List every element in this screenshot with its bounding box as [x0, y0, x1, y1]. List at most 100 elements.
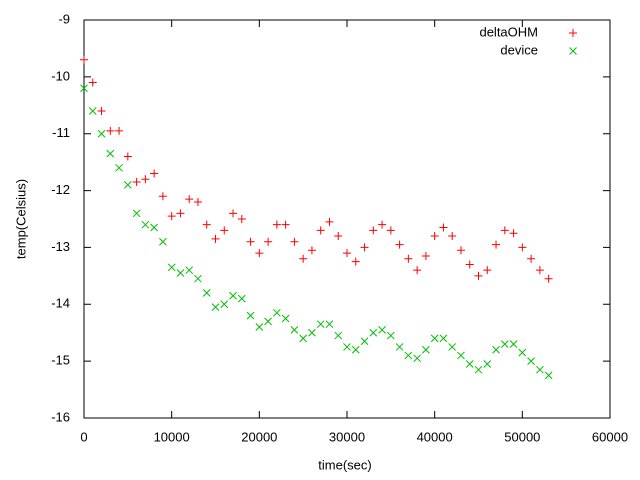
data-point	[290, 326, 299, 334]
data-point	[334, 232, 343, 241]
data-point	[316, 320, 325, 329]
data-point	[465, 260, 474, 269]
data-point	[343, 343, 351, 351]
data-point	[413, 354, 421, 363]
data-point	[97, 129, 106, 138]
data-point	[115, 163, 123, 172]
data-point	[404, 254, 413, 263]
data-point	[360, 337, 369, 346]
x-tick-label: 30000	[329, 429, 365, 444]
data-point	[500, 226, 509, 235]
plot-frame	[83, 19, 611, 419]
data-point	[176, 269, 185, 277]
data-point	[483, 266, 492, 275]
data-point	[167, 212, 176, 221]
data-point	[185, 266, 194, 275]
data-point	[421, 251, 430, 260]
data-point	[229, 209, 238, 218]
data-point	[132, 209, 141, 218]
data-point	[544, 371, 553, 380]
data-point	[176, 209, 185, 218]
data-point	[544, 274, 553, 283]
legend-label: deltaOHM	[479, 24, 538, 39]
data-point	[299, 334, 308, 343]
data-point	[150, 223, 158, 232]
data-point	[237, 215, 246, 223]
data-point	[457, 351, 465, 360]
data-point	[229, 291, 237, 300]
data-point	[123, 152, 132, 161]
x-tick-label: 0	[80, 429, 87, 444]
y-tick-label: -10	[51, 68, 70, 83]
data-point	[106, 149, 115, 158]
data-point	[220, 226, 229, 235]
data-point	[378, 326, 386, 334]
data-point	[492, 345, 500, 354]
x-tick-label: 50000	[504, 429, 540, 444]
data-point	[500, 340, 509, 348]
legend-marker	[569, 47, 577, 55]
data-point	[325, 217, 334, 226]
data-point	[202, 220, 211, 229]
data-point	[334, 331, 343, 340]
x-tick-label: 40000	[417, 429, 453, 444]
y-axis-label: temp(Celsius)	[13, 179, 28, 259]
x-tick-label: 20000	[241, 429, 277, 444]
data-point	[194, 274, 202, 283]
data-point	[123, 181, 132, 189]
data-point	[237, 294, 246, 303]
data-point	[211, 303, 220, 311]
data-point	[150, 169, 159, 178]
y-tick-label: -11	[52, 125, 70, 140]
data-point	[474, 271, 483, 280]
data-point	[80, 84, 88, 93]
data-point	[290, 237, 299, 246]
data-point	[255, 249, 264, 258]
data-point	[395, 343, 404, 351]
x-axis-label: time(sec)	[318, 457, 371, 472]
legend-marker	[569, 29, 577, 37]
data-point	[308, 328, 316, 337]
data-point	[307, 246, 316, 255]
data-point	[360, 243, 369, 252]
data-point	[422, 345, 430, 354]
data-point	[246, 311, 255, 320]
data-point	[281, 314, 290, 323]
data-point	[325, 320, 334, 329]
data-point	[386, 331, 395, 340]
data-point	[378, 220, 387, 229]
data-point	[202, 289, 211, 297]
data-point	[474, 365, 483, 374]
data-point	[448, 343, 457, 351]
data-point	[386, 226, 395, 235]
data-point	[272, 220, 281, 229]
data-point	[80, 55, 88, 64]
data-point	[220, 300, 229, 309]
data-point	[299, 254, 308, 263]
data-point	[88, 78, 97, 87]
data-point	[430, 334, 439, 343]
data-point	[509, 340, 518, 348]
data-point	[483, 360, 492, 368]
data-point	[527, 254, 536, 263]
data-point	[88, 107, 97, 115]
data-point	[439, 334, 448, 343]
y-tick-label: -12	[51, 182, 70, 197]
data-point	[255, 323, 264, 331]
data-point	[132, 178, 141, 187]
data-point	[211, 234, 220, 243]
data-point	[351, 257, 360, 266]
x-tick-label: 10000	[154, 429, 190, 444]
data-point	[439, 223, 448, 232]
data-point	[518, 243, 527, 252]
data-point	[509, 229, 518, 238]
y-tick-label: -13	[51, 239, 70, 254]
data-point	[97, 106, 106, 115]
y-tick-label: -15	[51, 353, 70, 368]
legend-label: device	[500, 42, 538, 57]
data-point	[158, 192, 167, 201]
data-point	[141, 175, 150, 184]
data-point	[518, 348, 527, 357]
y-tick-label: -16	[51, 409, 70, 424]
